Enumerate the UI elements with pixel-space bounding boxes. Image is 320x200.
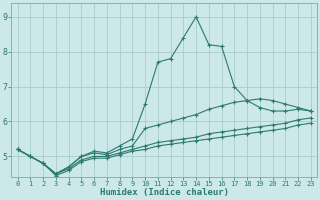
X-axis label: Humidex (Indice chaleur): Humidex (Indice chaleur) [100,188,229,197]
